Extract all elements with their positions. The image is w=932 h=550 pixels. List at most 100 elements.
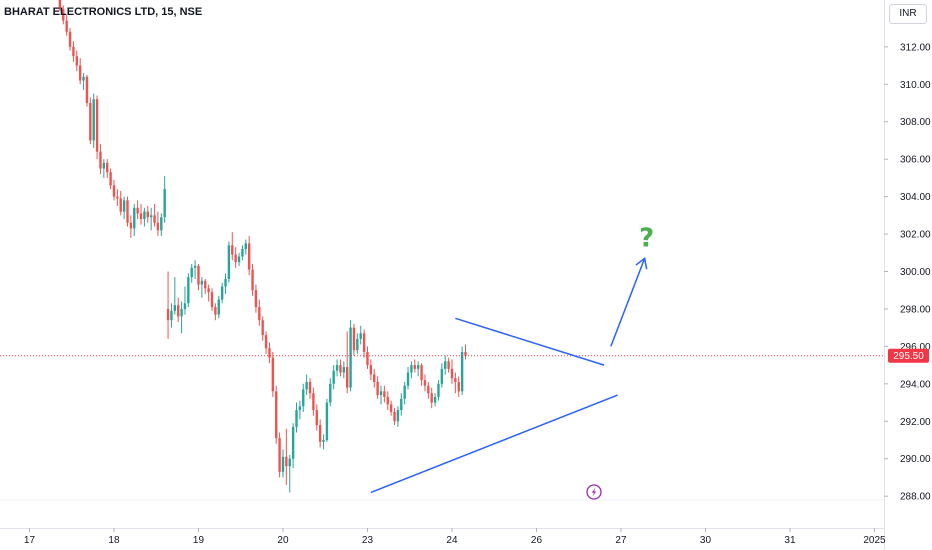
candle — [454, 372, 457, 394]
candle-body — [335, 365, 339, 371]
time-scale[interactable]: 17 18 19 20 23 24 26 27 30 31 2025 — [0, 528, 886, 546]
candle-body — [464, 352, 467, 356]
candle-body — [447, 361, 450, 369]
candle — [204, 278, 207, 294]
candle-body — [400, 398, 403, 411]
price-scale[interactable]: 288.00 290.00 292.00 294.00 296.00 298.00 300.… — [884, 0, 932, 550]
candle-body — [143, 211, 146, 220]
triangle-upper-line — [455, 317, 605, 366]
candle-body — [207, 288, 210, 293]
candle-body — [146, 211, 149, 218]
candle-body — [416, 365, 420, 369]
candle-body — [247, 243, 251, 270]
lightning-icon[interactable] — [586, 484, 602, 500]
x-tick-label: 18 — [108, 535, 120, 546]
candle — [369, 359, 373, 381]
candle-body — [156, 222, 160, 231]
candle — [136, 200, 139, 220]
x-tick-label: 23 — [362, 535, 374, 546]
candle — [447, 357, 450, 373]
candle-body — [82, 76, 85, 81]
candle — [379, 385, 383, 405]
candle-body — [302, 389, 305, 407]
candle-body — [217, 299, 220, 315]
currency-button[interactable]: INR — [889, 4, 927, 24]
candle — [440, 363, 444, 388]
candle-body — [308, 381, 312, 394]
candle-body — [460, 352, 464, 392]
y-tick-label: 310.00 — [900, 80, 931, 91]
candle — [329, 378, 332, 407]
candle-body — [379, 391, 383, 396]
y-tick-label: 288.00 — [900, 492, 931, 503]
triangle-lower-line — [370, 394, 618, 494]
candle — [271, 352, 275, 397]
candle — [224, 273, 227, 294]
candle — [200, 277, 204, 298]
candle-body — [119, 198, 122, 212]
candle — [278, 432, 281, 478]
candle — [95, 95, 99, 160]
candle-body — [403, 385, 406, 399]
candle — [170, 303, 173, 328]
y-tick-label: 312.00 — [900, 42, 931, 53]
candle-body — [454, 378, 457, 382]
candle — [227, 241, 231, 283]
candle-body — [227, 245, 231, 279]
candle-body — [427, 385, 430, 394]
candle-body — [214, 307, 217, 315]
candle-body — [352, 327, 356, 351]
candle-body — [99, 151, 102, 169]
candle-body — [275, 391, 278, 439]
candle-body — [386, 396, 389, 405]
candle — [342, 361, 346, 379]
candle-body — [413, 365, 416, 369]
x-tick-label: 17 — [24, 535, 36, 546]
candle — [244, 239, 247, 255]
candle — [366, 346, 369, 369]
candle-body — [366, 352, 369, 366]
candle-body — [112, 185, 116, 197]
candle — [339, 359, 342, 377]
candle — [214, 303, 217, 321]
candle — [362, 329, 366, 358]
candle-body — [285, 456, 288, 467]
candle — [386, 391, 389, 411]
candle — [416, 361, 420, 377]
candle-body — [58, 0, 62, 10]
breakout-arrow-shaft — [610, 258, 646, 347]
candle-body — [349, 327, 352, 388]
candle-body — [166, 308, 170, 321]
candle — [275, 385, 278, 444]
candle — [356, 333, 359, 354]
candle-body — [356, 338, 359, 351]
candle — [180, 301, 183, 334]
x-tick-label: 30 — [700, 535, 712, 546]
candle — [62, 5, 65, 25]
candle-body — [362, 333, 366, 352]
symbol-title[interactable]: BHARAT ELECTRONICS LTD, 15, NSE — [4, 6, 203, 18]
candle-body — [102, 162, 106, 169]
candle-body — [450, 368, 454, 379]
candle — [122, 196, 126, 220]
candle-body — [197, 265, 200, 285]
candle — [413, 359, 416, 373]
candle-body — [95, 99, 99, 152]
candle-body — [75, 56, 78, 66]
candle-body — [359, 333, 362, 339]
candle — [406, 366, 410, 390]
candle-body — [85, 76, 89, 103]
candle-body — [231, 245, 234, 255]
candle — [156, 211, 160, 236]
candle — [400, 393, 403, 416]
x-tick-label: 20 — [277, 535, 289, 546]
candle-body — [234, 254, 237, 263]
y-tick-label: 306.00 — [900, 155, 931, 166]
candle-body — [437, 383, 440, 397]
candle-body — [410, 365, 413, 373]
candle-body — [430, 393, 433, 403]
candle-body — [305, 381, 308, 390]
candle — [433, 393, 437, 407]
candle-body — [92, 99, 95, 141]
